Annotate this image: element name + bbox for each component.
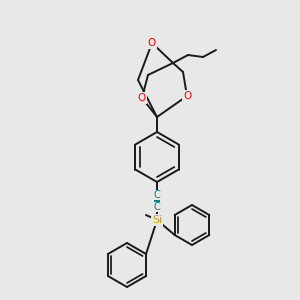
Text: C: C [154, 202, 160, 212]
Text: C: C [154, 190, 160, 200]
Text: O: O [148, 38, 156, 48]
Text: Si: Si [152, 215, 162, 225]
Text: O: O [183, 91, 191, 101]
Text: O: O [138, 93, 146, 103]
